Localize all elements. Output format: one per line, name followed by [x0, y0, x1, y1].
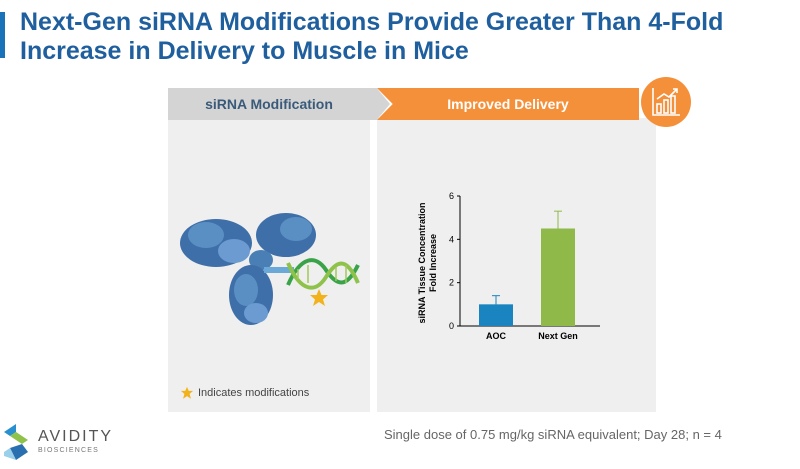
right-panel-header: Improved Delivery	[377, 88, 639, 120]
y-tick-label: 2	[449, 278, 454, 288]
star-burst-icon	[180, 386, 194, 399]
y-axis-title-line-1: siRNA Tissue Concentration	[417, 202, 427, 323]
modification-legend-label: Indicates modifications	[198, 387, 310, 399]
category-label: AOC	[486, 331, 507, 341]
y-axis-title: siRNA Tissue Concentration Fold Increase	[417, 202, 438, 323]
right-panel	[377, 118, 656, 412]
modification-legend: Indicates modifications	[180, 386, 309, 400]
star-burst-icon	[310, 289, 328, 306]
antibody-sirna-conjugate-illustration	[180, 213, 360, 325]
logo-wordmark: AVIDITY	[38, 428, 114, 445]
slide-title: Next-Gen siRNA Modifications Provide Gre…	[20, 8, 724, 65]
title-accent-bar	[0, 12, 5, 58]
avidity-logo-icon	[4, 424, 28, 460]
y-axis-title-line-2: Fold Increase	[428, 234, 438, 292]
bar-aoc	[479, 304, 513, 326]
growth-chart-icon	[641, 77, 691, 127]
category-label: Next Gen	[538, 331, 578, 341]
fold-increase-bar-chart: siRNA Tissue Concentration Fold Increase…	[417, 191, 600, 341]
y-tick-label: 4	[449, 234, 454, 244]
bar-next-gen	[541, 228, 575, 326]
study-footnote: Single dose of 0.75 mg/kg siRNA equivale…	[384, 427, 722, 442]
left-panel-header: siRNA Modification	[168, 88, 390, 120]
logo-subtitle: BIOSCIENCES	[38, 447, 100, 454]
y-tick-label: 6	[449, 191, 454, 201]
y-tick-label: 0	[449, 321, 454, 331]
